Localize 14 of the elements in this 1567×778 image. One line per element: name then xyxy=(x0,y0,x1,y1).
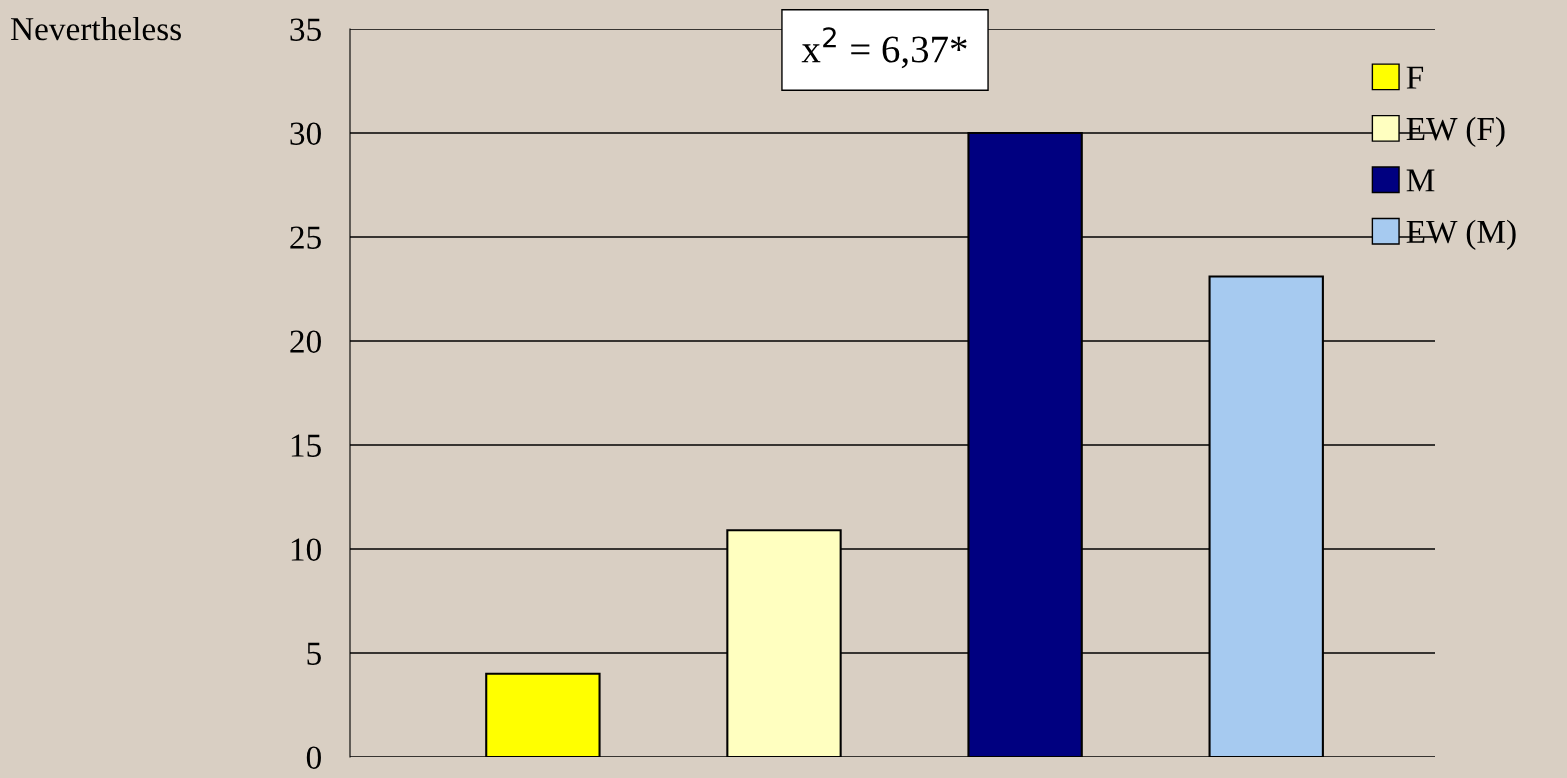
y-tick-label: 25 xyxy=(290,226,321,249)
y-tick-label: 10 xyxy=(291,538,321,561)
y-tick-label: 5 xyxy=(307,642,321,665)
legend-label: M xyxy=(1406,169,1435,192)
legend-label: F xyxy=(1406,66,1424,89)
annotation: x$^{2}$ = 6,37* xyxy=(801,27,967,69)
y-tick-label: 20 xyxy=(290,330,321,353)
y-tick-label: 15 xyxy=(291,434,321,457)
text: Nevertheless xyxy=(10,16,181,41)
legend-label: EW (F) xyxy=(1406,116,1505,148)
y-tick-label: 30 xyxy=(290,122,321,145)
y-tick-label: 35 xyxy=(290,18,321,41)
legend-label: EW (M) xyxy=(1406,219,1516,250)
y-tick-label: 0 xyxy=(306,746,321,769)
